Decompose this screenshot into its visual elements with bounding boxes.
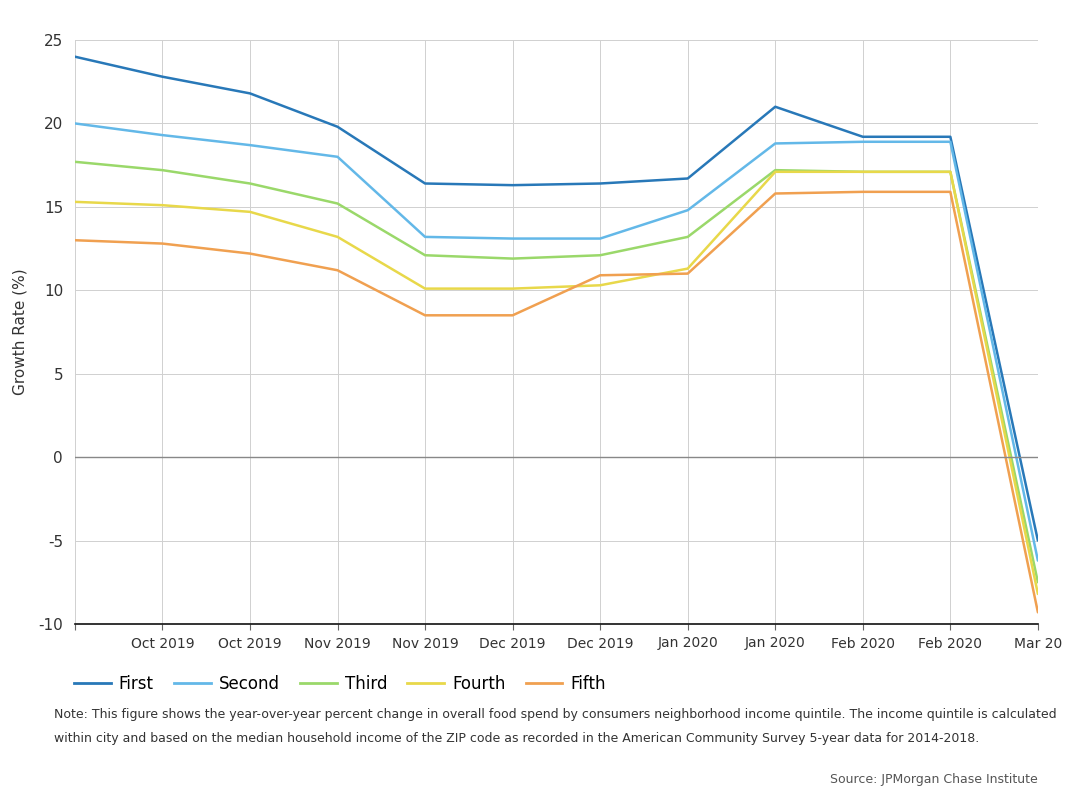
Fifth [944, 187, 957, 197]
Third [156, 166, 169, 175]
Third [331, 198, 343, 208]
Second [944, 137, 957, 146]
Line: Second: Second [75, 123, 1038, 561]
Second [156, 130, 169, 140]
Fourth [244, 207, 257, 217]
Text: Source: JPMorgan Chase Institute: Source: JPMorgan Chase Institute [830, 773, 1038, 786]
Fifth [682, 269, 694, 278]
Third [244, 178, 257, 188]
Fourth [418, 284, 431, 294]
Fifth [769, 189, 782, 198]
Second [769, 138, 782, 148]
Text: within city and based on the median household income of the ZIP code as recorded: within city and based on the median hous… [54, 732, 979, 745]
Fourth [68, 197, 81, 206]
Second [68, 118, 81, 128]
Fourth [856, 167, 869, 177]
Third [506, 254, 519, 263]
Second [244, 140, 257, 150]
Third [769, 166, 782, 175]
Third [1031, 578, 1044, 587]
Second [594, 234, 607, 243]
First [1031, 536, 1044, 546]
Second [418, 232, 431, 242]
Fourth [682, 264, 694, 274]
First [944, 132, 957, 142]
Third [682, 232, 694, 242]
Second [331, 152, 343, 162]
Fifth [418, 310, 431, 320]
Fifth [594, 270, 607, 280]
Third [68, 157, 81, 166]
Legend: First, Second, Third, Fourth, Fifth: First, Second, Third, Fourth, Fifth [67, 668, 613, 700]
Fourth [594, 281, 607, 290]
First [594, 178, 607, 188]
Line: Fifth: Fifth [75, 192, 1038, 612]
Fourth [944, 167, 957, 177]
Fifth [156, 238, 169, 248]
Fifth [506, 310, 519, 320]
Second [682, 206, 694, 215]
Line: Fourth: Fourth [75, 172, 1038, 594]
Third [594, 250, 607, 260]
Fifth [331, 266, 343, 275]
Third [856, 167, 869, 177]
Second [856, 137, 869, 146]
First [506, 180, 519, 190]
Third [944, 167, 957, 177]
First [68, 52, 81, 62]
First [156, 72, 169, 82]
Line: First: First [75, 57, 1038, 541]
Fourth [1031, 589, 1044, 598]
First [769, 102, 782, 111]
Line: Third: Third [75, 162, 1038, 582]
First [244, 89, 257, 98]
First [331, 122, 343, 131]
First [418, 178, 431, 188]
Fourth [769, 167, 782, 177]
Second [1031, 556, 1044, 566]
Fourth [331, 232, 343, 242]
Y-axis label: Growth Rate (%): Growth Rate (%) [12, 269, 27, 395]
First [682, 174, 694, 183]
Second [506, 234, 519, 243]
Fourth [506, 284, 519, 294]
Fifth [856, 187, 869, 197]
First [856, 132, 869, 142]
Third [418, 250, 431, 260]
Fifth [68, 235, 81, 245]
Fifth [244, 249, 257, 258]
Text: Note: This figure shows the year-over-year percent change in overall food spend : Note: This figure shows the year-over-ye… [54, 708, 1056, 721]
Fourth [156, 200, 169, 210]
Fifth [1031, 607, 1044, 617]
